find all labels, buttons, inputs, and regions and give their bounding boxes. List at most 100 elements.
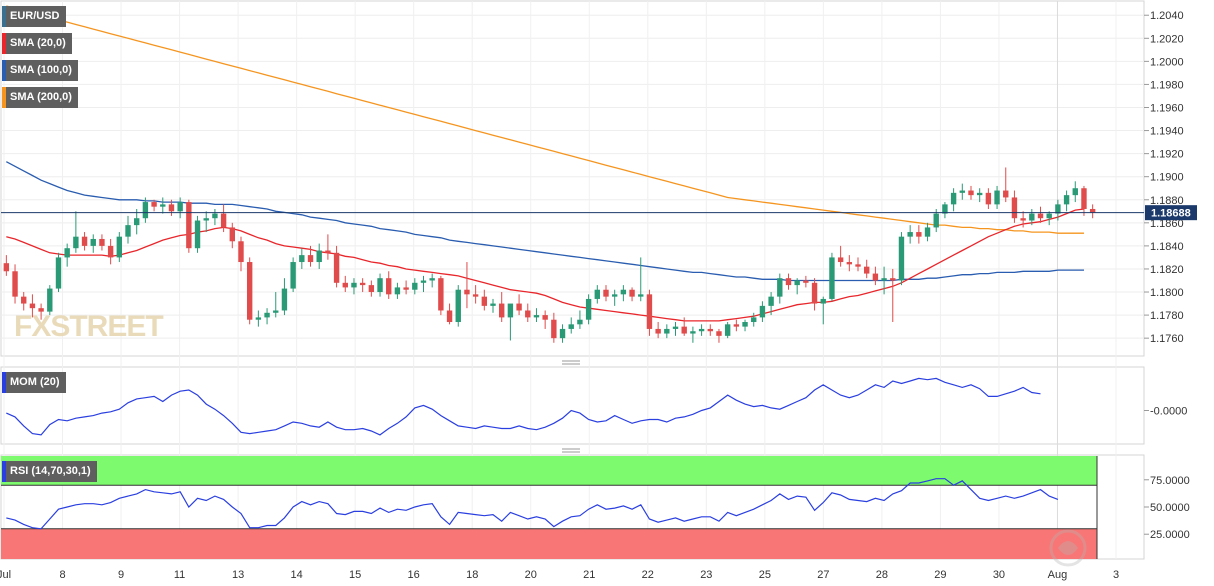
candle-body [707, 328, 713, 332]
candle-body [186, 202, 192, 249]
candle-body [220, 213, 227, 228]
candle-body [716, 331, 722, 336]
time-tick-label: 28 [876, 569, 888, 581]
candle-body [168, 204, 175, 212]
candle-body [594, 289, 600, 299]
broker-logo-icon [1049, 529, 1087, 567]
candle-body [664, 328, 670, 334]
candle-body [125, 225, 131, 237]
candle-body [1046, 213, 1052, 219]
candle-body [412, 282, 418, 290]
time-tick-label: 22 [642, 569, 654, 581]
candle-body [499, 303, 505, 318]
candle-body [638, 294, 644, 297]
candle-body [429, 278, 435, 281]
candle-body [316, 250, 322, 263]
candle-body [942, 204, 948, 214]
sma20-line [6, 208, 1085, 322]
candle-body [273, 310, 279, 313]
candle-body [55, 257, 62, 289]
price-tick-label: 1.1860 [1150, 218, 1184, 230]
candle-body [403, 287, 409, 290]
candle-body [1089, 208, 1096, 213]
candle-body [29, 303, 36, 309]
candle-body [898, 236, 905, 281]
candle-body [1020, 218, 1026, 221]
candle-body [3, 263, 10, 272]
candle-body [107, 245, 114, 258]
legend-rsi[interactable]: RSI (14,70,30,1) [2, 461, 97, 482]
time-tick-label: 18 [466, 569, 478, 581]
candle-body [212, 213, 218, 219]
time-tick-label: 9 [118, 569, 124, 581]
candle-body [507, 303, 514, 318]
candle-body [21, 296, 27, 304]
candle-body [811, 282, 818, 304]
price-tick-label: 1.1880 [1150, 195, 1184, 207]
candle-body [194, 220, 201, 249]
candle-body [950, 192, 957, 205]
candle-body [134, 218, 140, 226]
sma100-line [5, 161, 1084, 282]
candle-body [672, 326, 679, 329]
legend-mom[interactable]: MOM (20) [2, 372, 66, 393]
candle-body [768, 296, 774, 306]
candle-body [307, 255, 314, 263]
price-tick-label: 1.1980 [1150, 79, 1184, 91]
candle-body [551, 319, 557, 339]
time-tick-label: 3 [1113, 569, 1119, 581]
candle-body [620, 289, 627, 295]
time-tick-label: 25 [759, 569, 771, 581]
rsi-line [1, 456, 1098, 559]
candle-body [325, 250, 331, 253]
legend-sma20[interactable]: SMA (20,0) [2, 33, 72, 54]
candle-body [846, 262, 853, 265]
candle-body [255, 317, 262, 320]
candle-body [855, 264, 861, 267]
candle-body [724, 324, 731, 336]
candle-body [994, 190, 1000, 205]
candle-body [959, 190, 965, 193]
candle-body [864, 266, 870, 274]
candle-body [64, 248, 70, 258]
candle-body [525, 310, 531, 318]
legend-sma200[interactable]: SMA (200,0) [2, 87, 78, 108]
candle-body [333, 252, 340, 283]
pane-resize-handle[interactable] [562, 448, 580, 453]
price-tick-label: 1.2040 [1150, 10, 1184, 22]
candle-body [907, 232, 913, 237]
price-tick-label: 1.1940 [1150, 126, 1184, 138]
candle-body [629, 289, 635, 297]
candle-body [394, 287, 401, 295]
legend-sma100[interactable]: SMA (100,0) [2, 60, 78, 81]
candle-body [559, 328, 566, 339]
candle-body [377, 278, 383, 293]
candle-body [777, 278, 783, 297]
mom-series [6, 377, 1041, 436]
candle-body [681, 326, 687, 334]
candle-body [177, 202, 183, 212]
candle-body [1072, 188, 1078, 196]
candle-body [533, 315, 540, 318]
sma-lines [5, 5, 1085, 322]
candle-body [603, 289, 609, 297]
pane-resize-handle[interactable] [562, 360, 580, 365]
price-tick-label: 1.1960 [1150, 102, 1184, 114]
time-tick-label: 29 [934, 569, 946, 581]
time-tick-label: 23 [700, 569, 712, 581]
time-tick-label: 27 [817, 569, 829, 581]
candle-body [733, 324, 740, 327]
candle-body [246, 262, 253, 320]
candle-body [116, 236, 123, 258]
candle-body [985, 192, 992, 205]
candle-body [803, 280, 809, 283]
rsi-series [6, 478, 1059, 530]
candle-body [90, 238, 96, 246]
legend-symbol[interactable]: EUR/USD [2, 6, 66, 27]
time-tick-label: 30 [993, 569, 1005, 581]
fxstreet-watermark: FXSTREET [14, 310, 163, 343]
time-tick-label: 15 [349, 569, 361, 581]
candle-body [481, 296, 488, 306]
candle-body [1081, 188, 1087, 209]
